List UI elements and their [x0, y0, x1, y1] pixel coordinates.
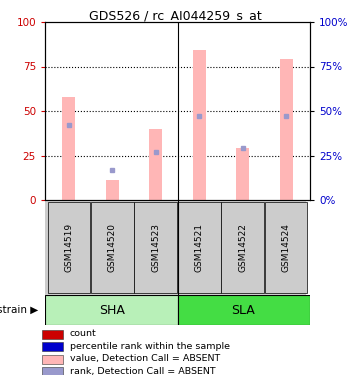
FancyBboxPatch shape [91, 202, 134, 293]
Bar [149, 129, 162, 200]
Text: count: count [70, 330, 97, 339]
Text: GSM14521: GSM14521 [195, 223, 204, 272]
Bar [62, 97, 75, 200]
Bar [236, 148, 249, 200]
Bar [280, 59, 293, 200]
Bar [42, 330, 63, 339]
FancyBboxPatch shape [265, 202, 307, 293]
Text: SHA: SHA [99, 303, 125, 316]
Bar [42, 354, 63, 363]
Bar [42, 342, 63, 351]
Text: GSM14522: GSM14522 [238, 223, 247, 272]
Bar [45, 295, 177, 325]
Text: GDS526 / rc_AI044259_s_at: GDS526 / rc_AI044259_s_at [89, 9, 261, 22]
FancyBboxPatch shape [48, 202, 90, 293]
Text: strain ▶: strain ▶ [0, 305, 38, 315]
Bar [106, 180, 119, 200]
Bar [42, 367, 63, 375]
Text: GSM14524: GSM14524 [282, 223, 290, 272]
Text: percentile rank within the sample: percentile rank within the sample [70, 342, 230, 351]
Text: GSM14523: GSM14523 [151, 223, 160, 272]
Text: rank, Detection Call = ABSENT: rank, Detection Call = ABSENT [70, 367, 216, 375]
Text: GSM14519: GSM14519 [64, 223, 74, 272]
Text: SLA: SLA [231, 303, 254, 316]
FancyBboxPatch shape [222, 202, 264, 293]
FancyBboxPatch shape [134, 202, 177, 293]
Bar [177, 295, 310, 325]
FancyBboxPatch shape [178, 202, 220, 293]
Text: GSM14520: GSM14520 [108, 223, 117, 272]
Text: value, Detection Call = ABSENT: value, Detection Call = ABSENT [70, 354, 220, 363]
Bar [193, 51, 206, 200]
